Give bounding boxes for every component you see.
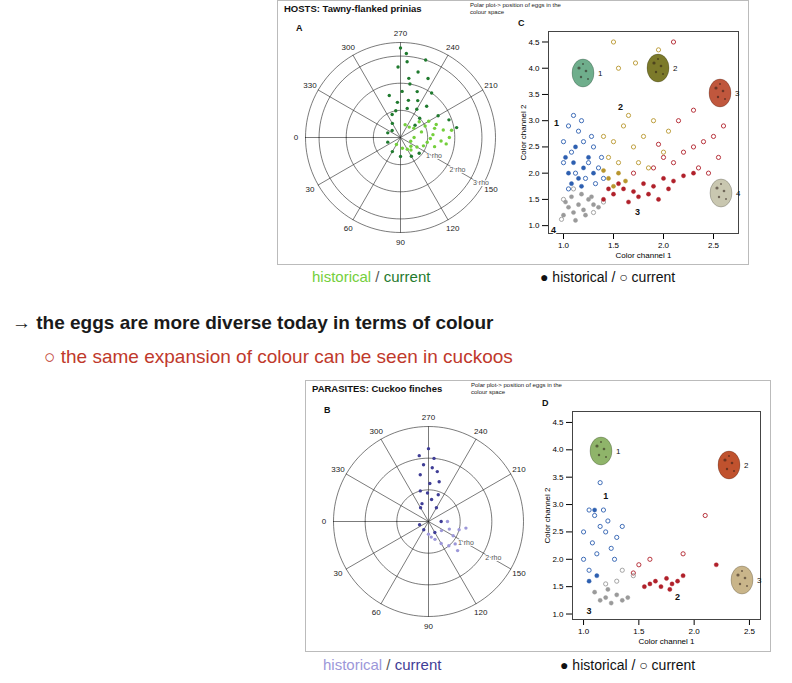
html-text:historical / current: historical / current xyxy=(312,268,431,285)
svg-text:1.5: 1.5 xyxy=(528,195,540,204)
svg-text:60: 60 xyxy=(372,608,381,617)
html-text:historical / current: historical / current xyxy=(323,656,442,673)
svg-text:2: 2 xyxy=(618,102,623,112)
svg-text:2.5: 2.5 xyxy=(528,142,540,151)
svg-text:3: 3 xyxy=(735,89,740,98)
svg-text:210: 210 xyxy=(484,81,498,90)
svg-text:120: 120 xyxy=(446,224,460,233)
svg-text:4.0: 4.0 xyxy=(528,64,540,73)
svg-text:4.5: 4.5 xyxy=(528,38,540,47)
html-text:C: C xyxy=(518,18,525,28)
svg-text:90: 90 xyxy=(424,622,433,631)
svg-text:1: 1 xyxy=(603,491,608,501)
html-text:A: A xyxy=(296,23,303,33)
svg-text:3.5: 3.5 xyxy=(528,90,540,99)
svg-text:0: 0 xyxy=(322,517,327,526)
html-text:B: B xyxy=(324,405,331,415)
html-text:Polar plot-> position of eggs: Polar plot-> position of eggs in the col… xyxy=(471,382,562,395)
svg-text:1: 1 xyxy=(554,118,559,128)
svg-text:270: 270 xyxy=(394,29,408,38)
svg-text:1.0: 1.0 xyxy=(528,221,540,230)
svg-text:2 rho: 2 rho xyxy=(485,554,501,561)
svg-text:Color channel 2: Color channel 2 xyxy=(519,104,528,161)
svg-text:2.5: 2.5 xyxy=(708,241,720,250)
svg-text:2 rho: 2 rho xyxy=(450,166,466,173)
svg-text:270: 270 xyxy=(422,413,436,422)
svg-text:30: 30 xyxy=(334,569,343,578)
svg-text:2: 2 xyxy=(744,461,749,470)
html-text:D: D xyxy=(542,398,549,408)
svg-text:1.5: 1.5 xyxy=(608,241,620,250)
svg-text:Color channel 1: Color channel 1 xyxy=(638,637,695,646)
svg-text:1: 1 xyxy=(616,447,621,456)
svg-text:4.5: 4.5 xyxy=(552,418,564,427)
svg-text:2.5: 2.5 xyxy=(552,527,564,536)
svg-text:3.0: 3.0 xyxy=(552,500,564,509)
svg-text:2.0: 2.0 xyxy=(689,627,701,636)
svg-text:300: 300 xyxy=(370,427,384,436)
html-text:PARASITES: Cuckoo finches: PARASITES: Cuckoo finches xyxy=(312,383,443,394)
svg-text:150: 150 xyxy=(512,569,526,578)
svg-text:Color channel 1: Color channel 1 xyxy=(615,251,672,260)
svg-text:4: 4 xyxy=(736,189,741,198)
html-text:● historical / ○ current: ● historical / ○ current xyxy=(540,269,676,285)
svg-text:1.5: 1.5 xyxy=(552,582,564,591)
svg-text:2: 2 xyxy=(673,64,678,73)
svg-text:1.5: 1.5 xyxy=(633,627,645,636)
svg-text:2.0: 2.0 xyxy=(552,555,564,564)
svg-text:240: 240 xyxy=(446,43,460,52)
svg-text:330: 330 xyxy=(303,81,317,90)
svg-text:1 rho: 1 rho xyxy=(458,539,474,546)
svg-text:300: 300 xyxy=(342,43,356,52)
svg-text:150: 150 xyxy=(484,185,498,194)
svg-text:3.5: 3.5 xyxy=(552,473,564,482)
svg-text:3: 3 xyxy=(587,606,592,616)
svg-text:1.0: 1.0 xyxy=(552,610,564,619)
svg-text:3.0: 3.0 xyxy=(528,116,540,125)
html-text:○ the same expansion of colour: ○ the same expansion of colour can be se… xyxy=(44,346,513,367)
html-text:→ the eggs are more diverse to: → the eggs are more diverse today in ter… xyxy=(12,312,494,333)
svg-text:1.0: 1.0 xyxy=(558,241,570,250)
svg-text:3: 3 xyxy=(757,576,762,585)
svg-text:1: 1 xyxy=(598,69,603,78)
svg-text:30: 30 xyxy=(306,185,315,194)
svg-text:2.0: 2.0 xyxy=(528,169,540,178)
svg-text:240: 240 xyxy=(474,427,488,436)
svg-text:1.0: 1.0 xyxy=(578,627,590,636)
svg-text:3: 3 xyxy=(635,207,640,217)
svg-text:330: 330 xyxy=(331,465,345,474)
svg-text:1 rho: 1 rho xyxy=(426,152,442,159)
svg-text:60: 60 xyxy=(344,224,353,233)
svg-text:0: 0 xyxy=(294,133,299,142)
svg-text:210: 210 xyxy=(512,465,526,474)
html-text:HOSTS: Tawny-flanked prinias: HOSTS: Tawny-flanked prinias xyxy=(284,3,422,14)
html-text:Polar plot-> position of eggs: Polar plot-> position of eggs in the col… xyxy=(470,2,561,15)
svg-text:2: 2 xyxy=(675,592,680,602)
svg-text:Color channel 2: Color channel 2 xyxy=(543,487,552,544)
svg-text:90: 90 xyxy=(396,238,405,247)
svg-text:4: 4 xyxy=(551,225,556,235)
svg-text:120: 120 xyxy=(474,608,488,617)
svg-text:2.0: 2.0 xyxy=(658,241,670,250)
svg-text:3 rho: 3 rho xyxy=(473,179,489,186)
html-text:● historical / ○ current: ● historical / ○ current xyxy=(560,657,696,673)
svg-text:4.0: 4.0 xyxy=(552,445,564,454)
svg-text:2.5: 2.5 xyxy=(744,627,756,636)
